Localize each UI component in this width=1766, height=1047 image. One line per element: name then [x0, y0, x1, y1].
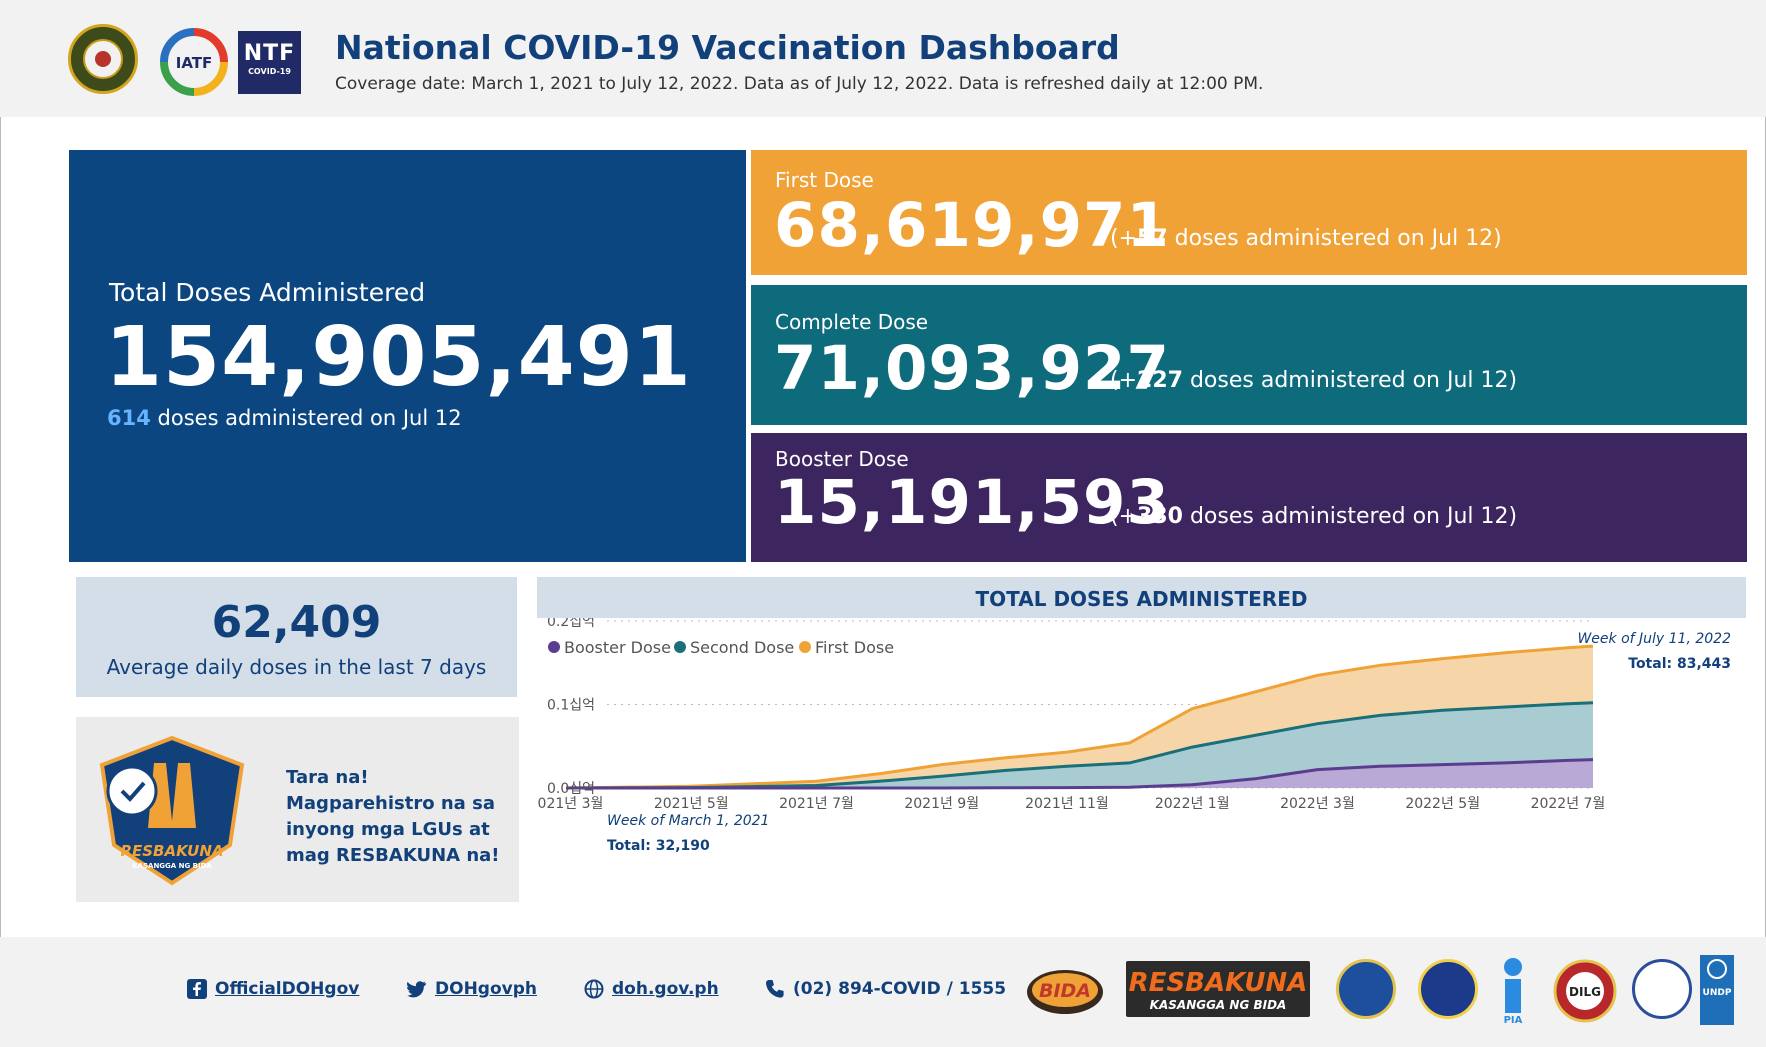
- legend-booster-swatch: [548, 641, 560, 653]
- y-tick-label: 0.0십억: [547, 781, 595, 797]
- complete-dose-label: Complete Dose: [775, 310, 929, 334]
- booster-dose-label: Booster Dose: [775, 447, 909, 471]
- x-tick-label: 2021년 3월: [537, 796, 603, 812]
- average-daily-caption: Average daily doses in the last 7 days: [106, 655, 487, 679]
- total-doses-card: Total Doses Administered 154,905,491 614…: [69, 150, 746, 562]
- bida-logo-text: BIDA: [1039, 980, 1091, 1002]
- first-dose-increment: (+57 doses administered on Jul 12): [1110, 226, 1502, 251]
- iatf-logo-text: IATF: [176, 54, 213, 72]
- x-tick-label: 2022년 5월: [1405, 796, 1480, 812]
- undp-logo-text: UNDP: [1703, 988, 1732, 998]
- booster-dose-card: Booster Dose 15,191,593 (+330 doses admi…: [751, 433, 1747, 562]
- booster-dose-value: 15,191,593: [774, 467, 1170, 538]
- first-dose-value: 68,619,971: [774, 190, 1170, 261]
- average-daily-value: 62,409: [211, 597, 382, 648]
- hotline-number: (02) 894-COVID / 1555: [765, 979, 1006, 999]
- total-daily-count: 614: [107, 406, 151, 430]
- x-tick-label: 2021년 7월: [779, 796, 854, 812]
- facebook-link[interactable]: OfficialDOHgov: [187, 979, 359, 999]
- annotation-end-week: Week of July 11, 2022: [1577, 631, 1731, 647]
- pia-logo: PIA: [1504, 958, 1523, 1025]
- x-tick-label: 2022년 1월: [1155, 796, 1230, 812]
- resbakuna-logo-subtext: KASANGGA NG BIDA: [1150, 998, 1287, 1012]
- annotation-end-total: Total: 83,443: [1628, 656, 1731, 672]
- x-tick-label: 2021년 9월: [904, 796, 979, 812]
- pcoo-seal-logo: [1336, 959, 1396, 1019]
- legend-booster-label: Booster Dose: [564, 638, 671, 657]
- phone-icon: [766, 980, 784, 998]
- chart-areas: [565, 644, 1594, 790]
- facebook-link-text: OfficialDOHgov: [215, 979, 360, 999]
- second-dose-area: [566, 702, 1593, 788]
- chart-legend: Booster Dose Second Dose First Dose: [548, 638, 894, 657]
- annotation-start-total: Total: 32,190: [607, 838, 710, 854]
- chart-title-bar: TOTAL DOSES ADMINISTERED: [537, 577, 1746, 618]
- page-title: National COVID-19 Vaccination Dashboard: [335, 28, 1120, 67]
- first-dose-card: First Dose 68,619,971 (+57 doses adminis…: [751, 150, 1747, 275]
- promo-text: Tara na! Magparehistro na sa inyong mga …: [286, 767, 500, 866]
- dilg-logo-text: DILG: [1569, 985, 1601, 999]
- resbakuna-logo-text: RESBAKUNA: [1129, 968, 1308, 998]
- y-tick-label: 0.1십억: [547, 698, 595, 714]
- total-daily-doses: 614 doses administered on Jul 12: [107, 406, 462, 430]
- complete-dose-card: Complete Dose 71,093,927 (+227 doses adm…: [751, 285, 1747, 425]
- pia-logo-text: PIA: [1504, 1015, 1523, 1025]
- booster-dose-line: [566, 758, 1594, 790]
- legend-second-swatch: [674, 641, 686, 653]
- website-link-text: doh.gov.ph: [612, 979, 719, 999]
- complete-dose-value: 71,093,927: [774, 333, 1170, 404]
- chart-title: TOTAL DOSES ADMINISTERED: [975, 587, 1308, 611]
- total-doses-value: 154,905,491: [105, 310, 692, 405]
- legend-first-label: First Dose: [815, 638, 894, 657]
- iatf-logo: IATF: [160, 28, 228, 96]
- total-doses-label: Total Doses Administered: [109, 278, 426, 307]
- resbakuna-badge-subtext: KASANGGA NG BIDA: [132, 862, 212, 870]
- resbakuna-badge-text: RESBAKUNA: [120, 842, 223, 860]
- annotation-start-week: Week of March 1, 2021: [607, 813, 769, 829]
- x-tick-label: 2021년 11월: [1025, 796, 1109, 812]
- x-axis-ticks: 2021년 3월 2021년 5월 2021년 7월 2021년 9월 2021년 11…: [537, 796, 1605, 812]
- resbakuna-promo: RESBAKUNA KASANGGA NG BIDA Tara na! Magp…: [76, 717, 519, 902]
- y-axis-ticks: 0.2십억 0.1십억 0.0십억: [547, 618, 595, 797]
- ntf-logo: NTF COVID-19: [238, 31, 301, 94]
- dilg-logo: DILG: [1553, 959, 1617, 1023]
- ntf-logo-text: NTF: [243, 41, 296, 66]
- twitter-icon: [407, 981, 426, 998]
- average-daily-card: 62,409 Average daily doses in the last 7…: [76, 577, 517, 697]
- globe-icon: [584, 979, 604, 999]
- resbakuna-logo: RESBAKUNA KASANGGA NG BIDA: [1126, 961, 1310, 1017]
- complete-dose-increment: (+227 doses administered on Jul 12): [1110, 368, 1518, 393]
- hotline-text: (02) 894-COVID / 1555: [793, 979, 1007, 999]
- dict-seal-logo: [1632, 959, 1692, 1019]
- x-tick-label: 2022년 7월: [1531, 796, 1606, 812]
- bida-logo: BIDA: [1027, 970, 1103, 1014]
- total-daily-text: doses administered on Jul 12: [157, 406, 462, 430]
- footer: OfficialDOHgov DOHgovph doh.gov.ph (02) …: [0, 937, 1766, 1047]
- x-tick-label: 2022년 3월: [1280, 796, 1355, 812]
- y-tick-label: 0.2십억: [547, 618, 595, 630]
- booster-dose-increment: (+330 doses administered on Jul 12): [1110, 504, 1518, 529]
- x-tick-label: 2021년 5월: [654, 796, 729, 812]
- booster-dose-area: [566, 759, 1593, 788]
- legend-first-swatch: [799, 641, 811, 653]
- website-link[interactable]: doh.gov.ph: [584, 979, 719, 999]
- twitter-link[interactable]: DOHgovph: [407, 979, 537, 999]
- annotation-end: Week of July 11, 2022 Total: 83,443: [1577, 631, 1731, 672]
- first-dose-line: [565, 644, 1594, 790]
- resbakuna-badge-icon: RESBAKUNA KASANGGA NG BIDA: [99, 735, 245, 886]
- header: IATF NTF COVID-19 National COVID-19 Vacc…: [0, 0, 1766, 117]
- second-dose-line: [565, 701, 1594, 790]
- ntf-logo-subtext: COVID-19: [248, 67, 291, 76]
- coverage-subtitle: Coverage date: March 1, 2021 to July 12,…: [335, 74, 1264, 94]
- facebook-icon: [187, 979, 207, 999]
- doh-seal-logo: [68, 24, 138, 94]
- total-doses-area-chart: Booster Dose Second Dose First Dose 0.2십…: [537, 618, 1731, 854]
- legend-second-label: Second Dose: [690, 638, 794, 657]
- twitter-link-text: DOHgovph: [435, 979, 537, 999]
- undp-logo: UNDP: [1700, 955, 1734, 1025]
- first-dose-label: First Dose: [775, 168, 874, 192]
- bureau-seal-logo: [1418, 959, 1478, 1019]
- annotation-start: Week of March 1, 2021 Total: 32,190: [607, 813, 769, 854]
